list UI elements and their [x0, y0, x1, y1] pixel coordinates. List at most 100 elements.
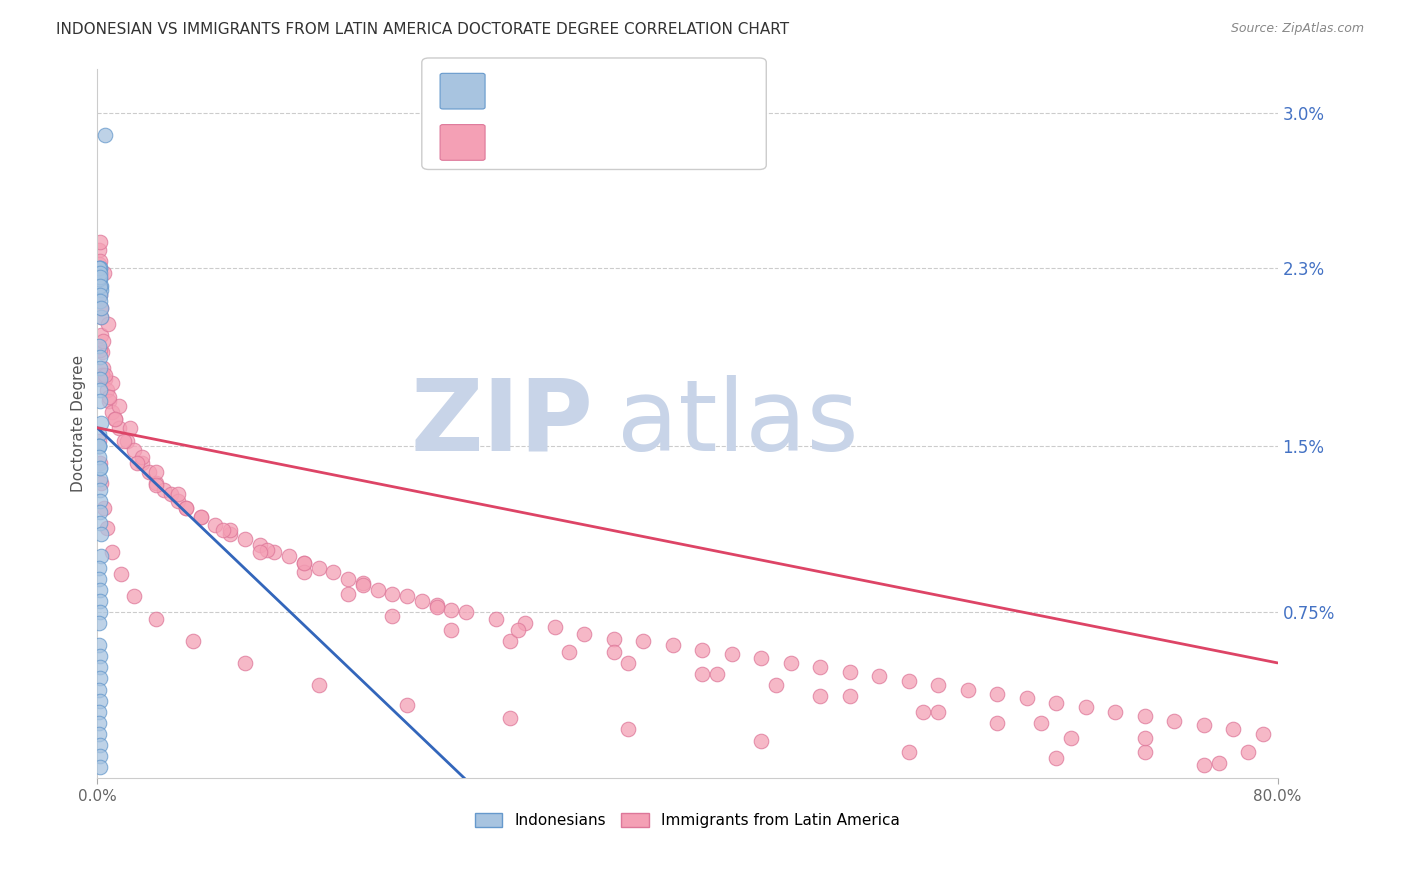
Point: [89, 360, 111, 375]
Text: R =: R =: [496, 84, 530, 99]
Point: [91, 360, 114, 375]
Point: [89, 261, 111, 276]
Point: [440, 602, 463, 616]
Point: [89, 472, 111, 486]
Point: [602, 645, 624, 659]
Point: [89, 649, 111, 664]
Point: [89, 660, 111, 674]
Point: [89, 672, 111, 686]
Point: [838, 689, 860, 703]
Point: [381, 587, 404, 601]
Point: [204, 518, 226, 533]
Point: [190, 509, 212, 524]
Point: [145, 478, 167, 492]
Point: [308, 678, 330, 692]
Point: [93, 372, 115, 386]
Point: [89, 287, 111, 301]
Point: [122, 590, 145, 604]
Point: [90, 310, 112, 324]
Point: [322, 565, 344, 579]
Point: [89, 301, 111, 315]
Point: [89, 278, 111, 293]
Point: [1237, 745, 1260, 759]
Point: [90, 476, 112, 491]
Point: [308, 560, 330, 574]
Point: [89, 339, 111, 353]
Point: [89, 383, 111, 397]
Point: [89, 235, 111, 249]
Point: [89, 483, 111, 497]
Point: [89, 266, 111, 280]
Point: [690, 642, 713, 657]
Text: 54: 54: [654, 84, 675, 99]
Point: [456, 605, 478, 619]
Point: [749, 651, 772, 665]
Point: [249, 538, 271, 552]
Point: [440, 623, 463, 637]
Point: [89, 456, 111, 470]
Point: [1133, 709, 1156, 723]
Point: [89, 254, 111, 268]
Point: [1060, 731, 1083, 746]
Point: [1045, 751, 1067, 765]
Point: [233, 532, 256, 546]
Point: [93, 500, 115, 515]
Point: [89, 727, 111, 741]
Point: [89, 268, 111, 282]
Point: [89, 294, 111, 309]
Point: [89, 572, 111, 586]
Point: [211, 523, 233, 537]
Point: [838, 665, 860, 679]
Point: [89, 749, 111, 764]
Text: atlas: atlas: [617, 375, 858, 472]
Text: -0.537: -0.537: [538, 135, 593, 150]
Point: [89, 738, 111, 752]
Point: [661, 638, 683, 652]
Point: [89, 278, 111, 293]
Point: [89, 266, 111, 280]
Point: [1104, 705, 1126, 719]
Point: [89, 760, 111, 774]
Point: [426, 599, 449, 613]
Point: [1133, 745, 1156, 759]
Point: [927, 678, 949, 692]
Point: [1208, 756, 1230, 770]
Point: [868, 669, 890, 683]
Point: [174, 500, 197, 515]
Point: [263, 545, 285, 559]
Point: [131, 456, 153, 470]
Point: [720, 647, 742, 661]
Point: [108, 421, 131, 435]
Point: [98, 390, 121, 404]
Point: [292, 556, 315, 570]
Point: [98, 394, 121, 409]
Point: [337, 587, 360, 601]
Point: [396, 698, 419, 712]
Point: [110, 567, 132, 582]
Point: [1251, 727, 1274, 741]
Point: [115, 434, 138, 449]
Point: [181, 633, 204, 648]
Point: [90, 368, 112, 382]
Point: [93, 128, 115, 142]
Point: [89, 516, 111, 531]
Text: INDONESIAN VS IMMIGRANTS FROM LATIN AMERICA DOCTORATE DEGREE CORRELATION CHART: INDONESIAN VS IMMIGRANTS FROM LATIN AMER…: [56, 22, 789, 37]
Point: [87, 257, 110, 271]
Point: [89, 594, 111, 608]
Point: [104, 412, 127, 426]
Point: [352, 578, 374, 592]
Point: [808, 660, 831, 674]
Point: [118, 421, 141, 435]
Point: [89, 715, 111, 730]
Point: [506, 623, 529, 637]
Point: [87, 705, 110, 719]
Text: 136: 136: [654, 135, 686, 150]
Point: [87, 438, 110, 452]
Point: [131, 450, 153, 464]
Point: [426, 600, 449, 615]
Point: [96, 520, 118, 534]
Point: [89, 582, 111, 597]
Point: [779, 656, 801, 670]
Point: [89, 287, 111, 301]
Point: [89, 460, 111, 475]
